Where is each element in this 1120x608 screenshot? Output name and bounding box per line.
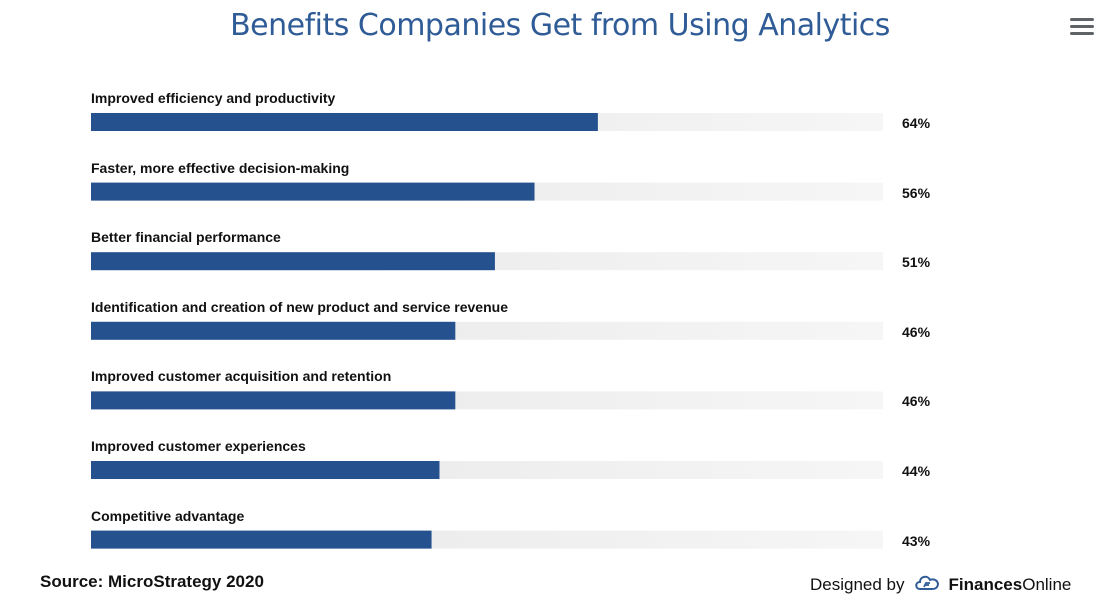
brand-name-regular: Online <box>1022 574 1072 594</box>
category-label: Faster, more effective decision-making <box>91 159 350 176</box>
source-note: Source: MicroStrategy 2020 <box>40 572 264 591</box>
bar[interactable] <box>91 182 535 201</box>
designer-credit: Designed by Finances Online <box>810 572 1071 597</box>
value-label: 46% <box>902 323 931 340</box>
category-label: Identification and creation of new produ… <box>91 298 508 315</box>
chart-title: Benefits Companies Get from Using Analyt… <box>230 8 890 43</box>
value-label: 56% <box>902 184 931 201</box>
designed-by-label: Designed by <box>810 574 905 594</box>
bar[interactable] <box>91 530 432 549</box>
value-label: 46% <box>902 393 931 410</box>
category-label: Improved efficiency and productivity <box>91 90 336 106</box>
category-label: Improved customer experiences <box>91 438 306 454</box>
bar[interactable] <box>91 113 598 131</box>
bar[interactable] <box>91 252 495 271</box>
category-label: Competitive advantage <box>91 507 245 524</box>
hamburger-menu-icon[interactable] <box>1070 18 1094 38</box>
cloud-logo-icon <box>913 572 943 597</box>
value-label: 64% <box>902 115 931 131</box>
value-label: 43% <box>902 532 931 549</box>
category-label: Improved customer acquisition and retent… <box>91 368 392 385</box>
category-label: Better financial performance <box>91 229 281 246</box>
value-label: 44% <box>902 463 931 479</box>
brand-name-bold: Finances <box>948 574 1023 594</box>
bar[interactable] <box>91 461 440 479</box>
value-label: 51% <box>902 254 931 271</box>
bar[interactable] <box>91 391 456 410</box>
bar-chart <box>91 113 883 549</box>
bar[interactable] <box>91 321 456 340</box>
